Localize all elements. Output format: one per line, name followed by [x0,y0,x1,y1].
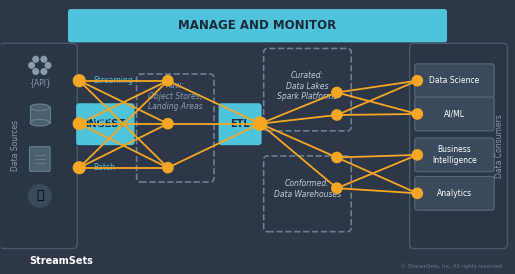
Circle shape [41,69,47,74]
Text: AI/ML: AI/ML [444,110,465,118]
Circle shape [332,183,342,193]
FancyBboxPatch shape [409,43,507,249]
Circle shape [73,118,85,130]
Circle shape [73,75,85,87]
Text: CDC: CDC [94,119,110,128]
Text: 🐘: 🐘 [36,189,44,202]
FancyBboxPatch shape [76,103,134,145]
Circle shape [332,87,342,98]
Text: Data Science: Data Science [429,76,479,85]
Text: © StreamSets, Inc. All rights reserved.: © StreamSets, Inc. All rights reserved. [401,264,503,269]
Circle shape [412,188,422,198]
Circle shape [163,119,173,129]
Circle shape [33,56,39,62]
Text: Business
Intelligence: Business Intelligence [432,145,476,165]
Circle shape [28,185,51,207]
FancyBboxPatch shape [415,97,494,131]
Ellipse shape [30,104,49,111]
Circle shape [163,76,173,86]
Circle shape [45,62,51,68]
Text: Streaming: Streaming [94,76,133,85]
Text: Curated:
Data Lakes
Spark Platforms: Curated: Data Lakes Spark Platforms [277,72,337,101]
Circle shape [73,162,85,174]
Circle shape [253,117,267,130]
FancyBboxPatch shape [415,176,494,210]
Text: Raw:
Object Stores,
Landing Areas: Raw: Object Stores, Landing Areas [148,81,202,111]
Text: ETL: ETL [230,119,250,129]
Text: Conformed:
Data Warehouses: Conformed: Data Warehouses [273,179,341,199]
Text: Analytics: Analytics [437,189,472,198]
Circle shape [41,56,47,62]
Text: {API}: {API} [29,78,51,87]
FancyBboxPatch shape [30,107,49,123]
Circle shape [29,62,35,68]
FancyBboxPatch shape [415,64,494,98]
Circle shape [163,162,173,173]
Text: MANAGE AND MONITOR: MANAGE AND MONITOR [178,19,337,32]
Text: Data Consumers: Data Consumers [495,114,504,178]
Circle shape [332,152,342,162]
FancyBboxPatch shape [415,138,494,172]
Circle shape [332,110,342,120]
Text: INGEST: INGEST [85,119,126,129]
Text: Data Sources: Data Sources [11,120,20,171]
Ellipse shape [30,119,49,126]
Circle shape [412,150,422,160]
Circle shape [412,109,422,119]
Circle shape [33,69,39,74]
Text: StreamSets: StreamSets [29,256,93,266]
Circle shape [412,76,422,86]
FancyBboxPatch shape [29,147,50,171]
FancyBboxPatch shape [0,43,77,249]
FancyBboxPatch shape [218,103,262,145]
FancyBboxPatch shape [68,9,447,42]
Text: Batch: Batch [94,163,115,172]
